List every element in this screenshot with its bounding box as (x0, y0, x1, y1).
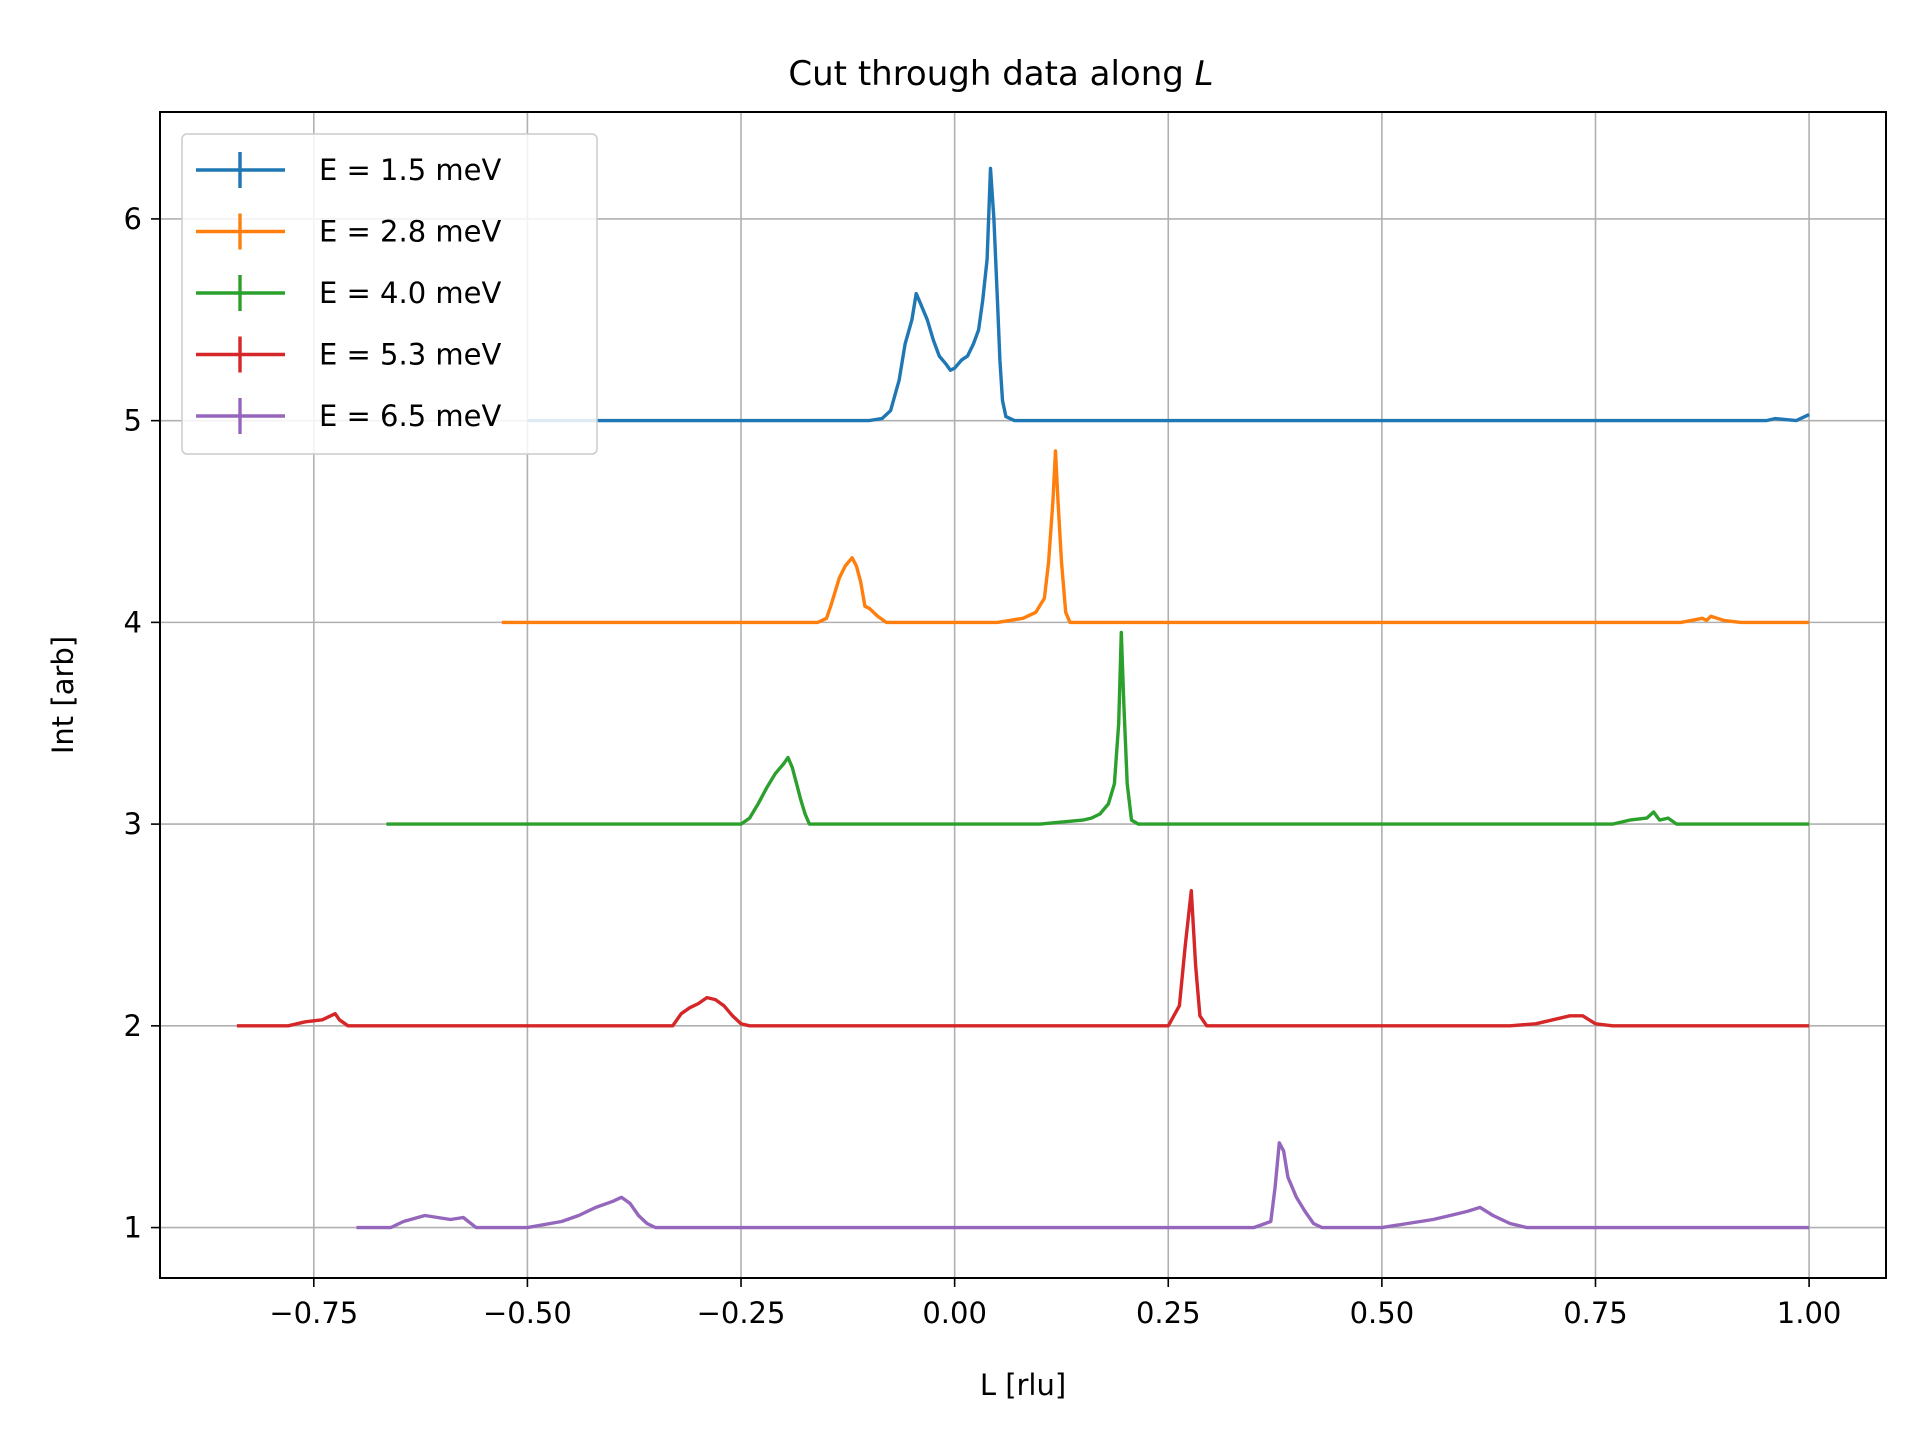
x-tick-label: −0.75 (269, 1296, 358, 1330)
legend-label: E = 2.8 meV (319, 215, 501, 249)
chart-title: Cut through data along L (788, 54, 1213, 94)
y-axis: 1 2 3 4 5 6 (124, 202, 160, 1245)
legend-label: E = 4.0 meV (319, 276, 501, 310)
series-group (236, 166, 1810, 1230)
y-tick-label: 6 (124, 202, 142, 236)
x-tick-label: 0.25 (1136, 1296, 1201, 1330)
y-tick-label: 5 (124, 404, 142, 438)
legend-label: E = 5.3 meV (319, 338, 501, 372)
series-line-5 (356, 1141, 1810, 1230)
plot-frame (159, 111, 1887, 1279)
series-line-1 (527, 166, 1810, 423)
y-tick-label: 3 (124, 807, 142, 841)
legend: E = 1.5 meV E = 2.8 meV E = 4.0 meV E = 5.3… (181, 133, 598, 455)
x-tick-label: 0.75 (1563, 1296, 1628, 1330)
x-axis-label: L [rlu] (980, 1368, 1066, 1402)
x-tick-label: 0.00 (922, 1296, 987, 1330)
y-axis-label: Int [arb] (46, 636, 80, 754)
x-tick-label: −0.50 (483, 1296, 572, 1330)
x-tick-label: −0.25 (697, 1296, 786, 1330)
x-tick-label: 1.00 (1777, 1296, 1842, 1330)
legend-label: E = 6.5 meV (319, 399, 501, 433)
y-tick-label: 2 (124, 1009, 142, 1043)
legend-box (181, 133, 598, 455)
series-line-3 (386, 630, 1810, 826)
y-tick-label: 4 (124, 605, 142, 639)
series-line-2 (501, 449, 1810, 625)
legend-label: E = 1.5 meV (319, 153, 501, 187)
x-axis: −0.75 −0.50 −0.25 0.00 0.25 0.50 0.75 1.00 (269, 1278, 1841, 1330)
y-tick-label: 1 (124, 1211, 142, 1245)
series-line-4 (236, 889, 1810, 1028)
x-tick-label: 0.50 (1350, 1296, 1415, 1330)
